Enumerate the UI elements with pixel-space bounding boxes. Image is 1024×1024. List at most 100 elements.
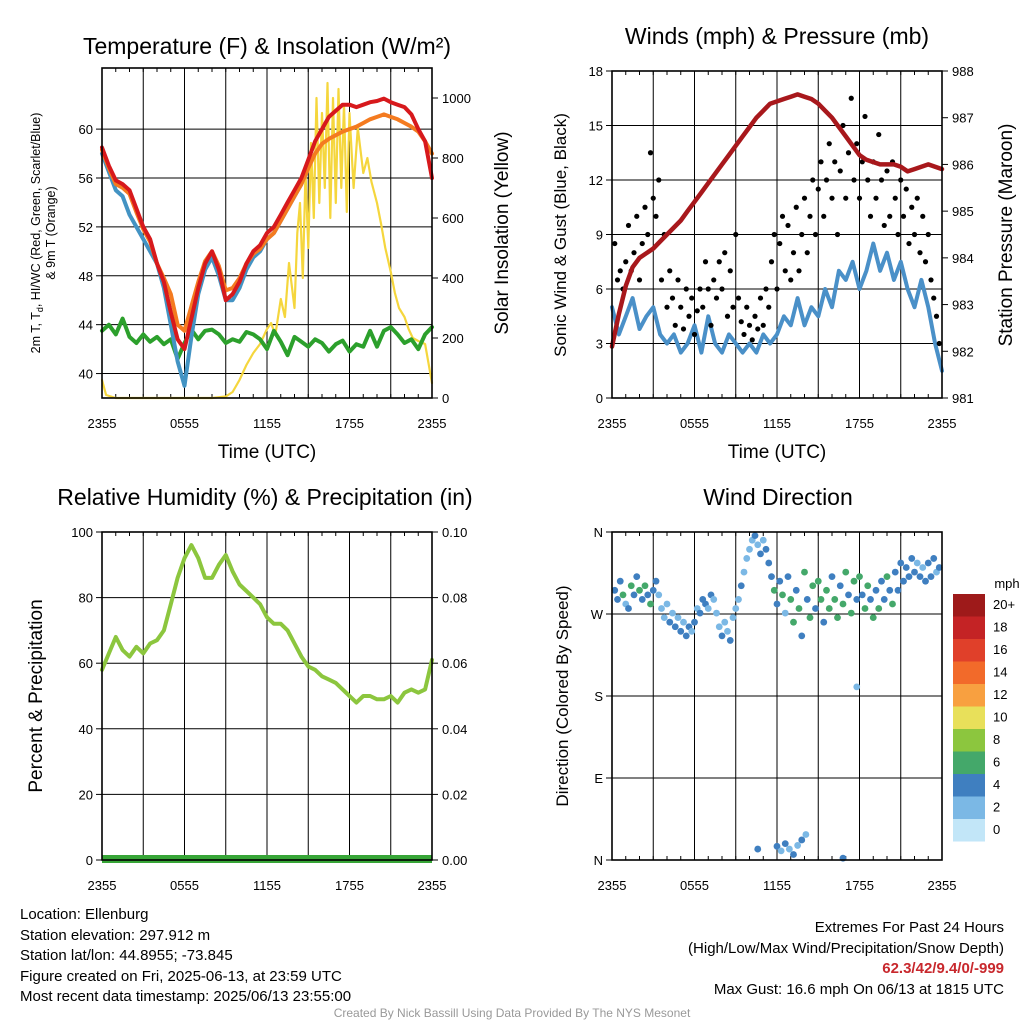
direction-point	[660, 614, 668, 622]
direction-point	[658, 605, 665, 612]
temp-xtick-label: 0555	[170, 416, 199, 431]
direction-point	[781, 840, 789, 847]
direction-point	[792, 586, 800, 594]
wind-xtick-label: 0555	[680, 416, 709, 431]
direction-point	[751, 532, 759, 540]
gust-point	[936, 340, 942, 347]
colorbar-swatch	[953, 616, 985, 639]
gust-point	[752, 313, 758, 319]
gust-point	[876, 131, 882, 138]
direction-point	[740, 568, 748, 576]
direction-point	[853, 596, 861, 603]
temp-y2tick-label: 0	[442, 391, 449, 406]
wind-ytick-label: 0	[596, 391, 603, 406]
gust-point	[900, 213, 907, 219]
gust-point	[774, 286, 780, 292]
direction-point	[908, 555, 916, 562]
gust-point	[683, 286, 689, 292]
rh-ytick-label: 20	[79, 787, 93, 802]
gust-point	[801, 195, 808, 201]
gust-point	[862, 113, 868, 120]
direction-point	[798, 836, 806, 844]
wind-xtick-label: 2355	[598, 416, 627, 431]
dir-xtick-label: 1155	[763, 878, 791, 893]
wind-y2tick-label: 986	[952, 157, 974, 172]
temp-ylabel-line2: & 9m T (Orange)	[44, 186, 58, 279]
colorbar-swatch	[953, 594, 985, 617]
temp-y2tick-label: 200	[442, 331, 464, 346]
gust-point	[925, 231, 931, 238]
gust-point	[845, 150, 852, 156]
direction-point	[729, 614, 737, 622]
direction-point	[649, 586, 657, 594]
colorbar-swatch	[953, 819, 985, 842]
colorbar-swatch	[953, 684, 985, 707]
speed-colorbar: mph 20+ 18 16 14 12 10 8 6 4 2 0	[953, 576, 1020, 842]
direction-point	[625, 605, 632, 612]
direction-point	[779, 591, 786, 599]
direction-point	[627, 582, 635, 590]
direction-point	[850, 577, 858, 585]
direction-point	[878, 577, 885, 585]
direction-point	[638, 596, 646, 603]
rh-xtick-label: 2355	[418, 878, 447, 893]
direction-point	[776, 577, 784, 585]
gust-point	[691, 331, 698, 338]
direction-point	[732, 605, 740, 612]
direction-point	[710, 596, 718, 603]
colorbar-label: 0	[993, 822, 1000, 837]
gust-point	[796, 268, 802, 274]
gust-point	[807, 213, 813, 219]
gust-point	[664, 304, 670, 310]
gust-point	[669, 295, 676, 301]
colorbar-swatch	[953, 774, 985, 797]
gust-point	[675, 277, 681, 283]
rh-ytick-label: 0	[86, 853, 93, 868]
direction-point	[762, 545, 770, 553]
gust-point	[694, 308, 700, 314]
direction-point	[785, 845, 793, 853]
max-gust-text: Max Gust: 16.6 mph On 06/13 at 1815 UTC	[713, 980, 1004, 998]
direction-point	[894, 586, 902, 594]
direction-point	[809, 582, 817, 590]
dir-ytick-label: W	[591, 607, 604, 622]
direction-point	[856, 573, 863, 581]
gust-point	[826, 141, 832, 147]
gust-point	[793, 204, 799, 210]
temp-ytick-label: 48	[79, 269, 93, 284]
direction-point	[770, 586, 778, 594]
latlon-text: Station lat/lon: 44.8955; -73.845	[20, 947, 233, 964]
wind-xtick-label: 2355	[928, 416, 957, 431]
gust-point	[928, 277, 934, 283]
rh-frame	[101, 531, 433, 861]
direction-point	[790, 851, 797, 858]
gust-point	[724, 313, 731, 319]
wind-y2tick-label: 987	[952, 111, 974, 126]
temp-y2tick-label: 800	[442, 151, 464, 166]
direction-point	[630, 591, 638, 599]
rh-gridlines	[101, 532, 433, 860]
colorbar-swatch	[953, 639, 985, 662]
gust-point	[898, 177, 904, 183]
direction-point	[765, 559, 773, 567]
direction-point	[913, 559, 921, 567]
direction-point	[880, 596, 888, 603]
figure-created-text: Figure created on Fri, 2025-06-13, at 23…	[20, 967, 342, 985]
gust-point	[906, 240, 912, 247]
direction-point	[655, 591, 663, 599]
temp-xlabel: Time (UTC)	[218, 442, 317, 463]
rh-xtick-label: 1155	[253, 878, 281, 893]
gust-point	[713, 295, 720, 301]
direction-point	[825, 605, 833, 612]
wind-ytick-label: 18	[589, 64, 603, 79]
elevation-text: Station elevation: 297.912 m	[20, 926, 211, 944]
direction-point	[735, 596, 742, 603]
temp-ytick-label: 40	[79, 367, 93, 382]
colorbar-label: 6	[993, 755, 1000, 770]
direction-point	[847, 609, 855, 617]
direction-point	[674, 614, 682, 622]
gust-point	[818, 159, 824, 165]
wind-y2tick-label: 982	[952, 344, 974, 359]
pressure-line	[609, 92, 945, 349]
